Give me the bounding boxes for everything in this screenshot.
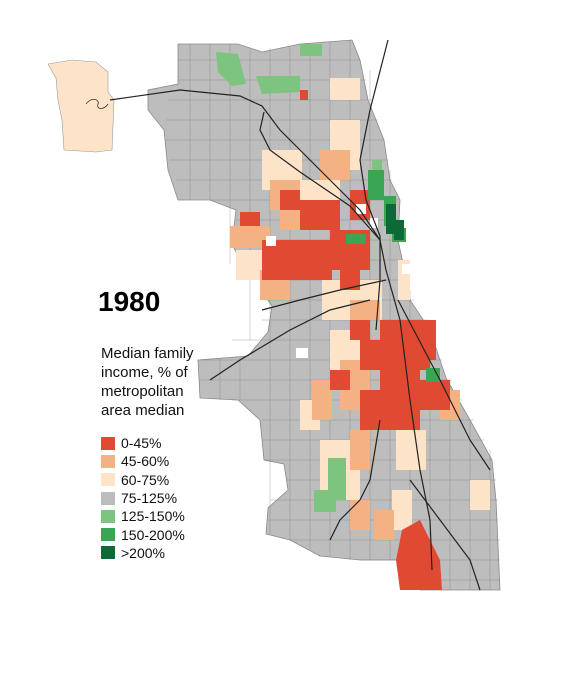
legend-label: 60-75% xyxy=(121,471,170,488)
ohare-area xyxy=(47,59,115,153)
major-routes xyxy=(109,39,491,591)
legend-swatch xyxy=(101,473,115,487)
legend: 0-45% 45-60% 60-75% 75-125% 125-150% 150… xyxy=(101,434,185,562)
legend-label: 0-45% xyxy=(121,435,162,452)
legend-title-line: area median xyxy=(101,402,185,419)
legend-label: 150-200% xyxy=(121,526,185,543)
legend-item: 75-125% xyxy=(101,489,185,507)
legend-label: 125-150% xyxy=(121,508,185,525)
legend-swatch xyxy=(101,509,115,523)
legend-title-line: income, % of xyxy=(101,364,188,381)
legend-label: >200% xyxy=(121,544,165,561)
legend-title-line: Median family xyxy=(101,345,194,362)
tract-shading xyxy=(216,44,490,590)
legend-swatch xyxy=(101,436,115,450)
river xyxy=(85,99,109,109)
legend-swatch xyxy=(101,546,115,560)
legend-swatch xyxy=(101,454,115,468)
map-year-title: 1980 xyxy=(98,286,161,317)
legend-title-line: metropolitan xyxy=(101,383,184,400)
legend-label: 75-125% xyxy=(121,490,178,507)
legend-item: 45-60% xyxy=(101,452,185,470)
legend-item: 125-150% xyxy=(101,507,185,525)
legend-swatch xyxy=(101,528,115,542)
legend-item: 60-75% xyxy=(101,471,185,489)
legend-item: 150-200% xyxy=(101,525,185,543)
legend-item: 0-45% xyxy=(101,434,185,452)
legend-title: Median family income, % of metropolitan … xyxy=(101,344,241,420)
legend-swatch xyxy=(101,491,115,505)
legend-label: 45-60% xyxy=(121,453,170,470)
legend-item: >200% xyxy=(101,544,185,562)
